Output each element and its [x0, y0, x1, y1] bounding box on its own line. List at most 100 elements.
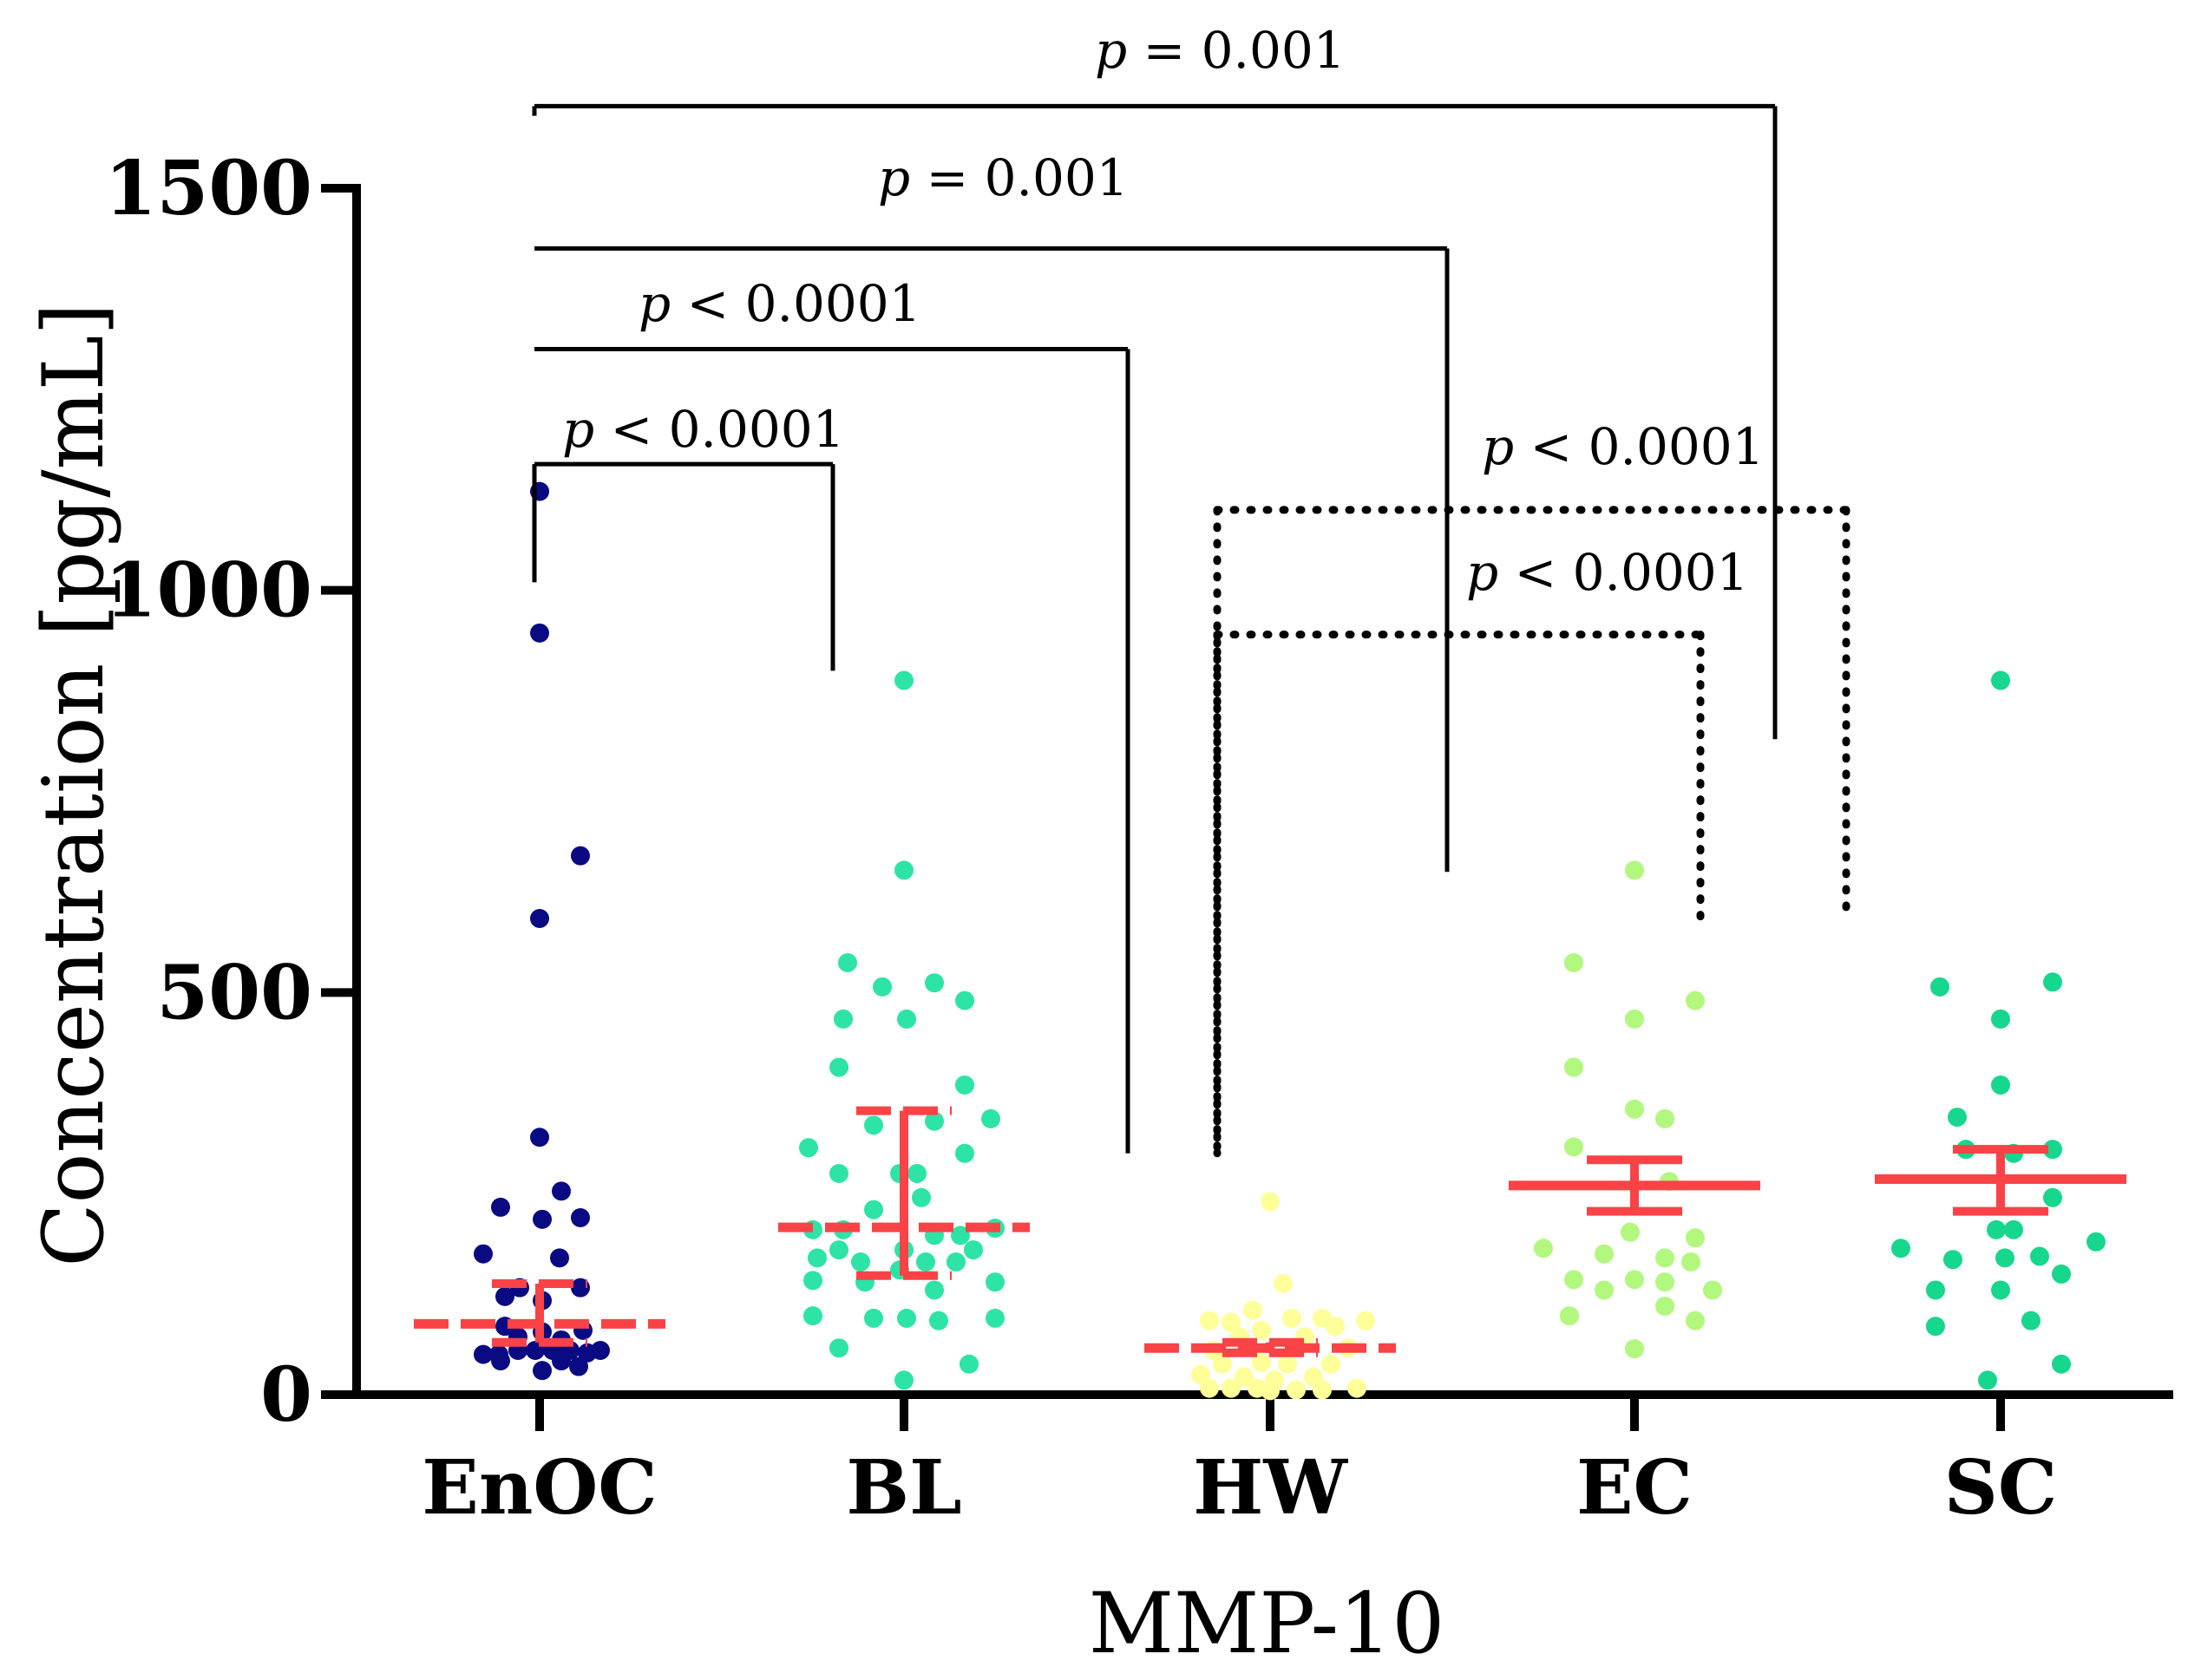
point-HW-22	[1200, 1378, 1219, 1398]
point-EnOC-10	[474, 1244, 493, 1264]
point-BL-2	[838, 953, 857, 973]
point-EC-5	[1625, 1099, 1644, 1119]
p-value-label-2: p < 0.0001	[639, 274, 921, 333]
point-EC-6	[1655, 1108, 1674, 1128]
point-SC-5	[1948, 1108, 1967, 1128]
x-tick-label-HW: HW	[1193, 1444, 1348, 1532]
point-EnOC-11	[571, 1278, 590, 1298]
point-BL-1	[894, 860, 914, 880]
point-EC-21	[1655, 1296, 1674, 1316]
point-EC-4	[1564, 1057, 1583, 1077]
summary-bars	[414, 1106, 2126, 1357]
point-BL-30	[916, 1252, 935, 1271]
x-tick-label-SC: SC	[1944, 1444, 2058, 1532]
point-EC-3	[1625, 1009, 1644, 1029]
point-EnOC-8	[533, 1209, 552, 1229]
point-EC-22	[1686, 1311, 1705, 1330]
point-EnOC-31	[533, 1361, 552, 1381]
point-EC-7	[1564, 1137, 1583, 1157]
point-HW-2	[1243, 1300, 1262, 1320]
point-HW-15	[1252, 1352, 1271, 1372]
point-BL-40	[929, 1311, 948, 1330]
point-EnOC-1	[530, 623, 549, 643]
y-tick-label-0: 0	[260, 1351, 312, 1439]
point-BL-27	[964, 1240, 983, 1260]
point-BL-18	[912, 1187, 931, 1207]
y-ticks: 0 500 1000 1500	[105, 145, 357, 1439]
point-HW-25	[1261, 1381, 1280, 1401]
point-SC-9	[2043, 1187, 2062, 1207]
point-SC-14	[1943, 1250, 1962, 1270]
point-HW-5	[1222, 1312, 1241, 1332]
point-BL-12	[864, 1115, 883, 1135]
point-EC-12	[1595, 1244, 1614, 1264]
point-BL-25	[829, 1240, 848, 1260]
point-EC-13	[1655, 1248, 1674, 1268]
point-EC-9	[1534, 1239, 1553, 1258]
point-BL-23	[951, 1226, 970, 1245]
point-HW-1	[1274, 1274, 1293, 1294]
point-BL-33	[803, 1271, 822, 1291]
x-tick-label-BL: BL	[846, 1444, 961, 1532]
p-value-label-0: p = 0.001	[1095, 21, 1346, 80]
point-EnOC-4	[530, 1128, 549, 1147]
point-SC-23	[1978, 1370, 1997, 1390]
point-BL-11	[981, 1108, 1000, 1128]
x-tick-label-EC: EC	[1576, 1444, 1693, 1532]
point-EC-11	[1686, 1228, 1705, 1248]
point-BL-13	[799, 1138, 818, 1158]
point-HW-3	[1282, 1308, 1301, 1328]
point-SC-19	[1991, 1280, 2010, 1300]
point-BL-41	[986, 1308, 1005, 1328]
point-EC-1	[1564, 953, 1583, 973]
point-HW-28	[1347, 1378, 1366, 1398]
point-BL-17	[907, 1163, 927, 1183]
point-BL-14	[955, 1143, 974, 1163]
point-HW-7	[1356, 1311, 1375, 1330]
p-value-label-1: p = 0.001	[878, 148, 1129, 207]
point-EnOC-5	[552, 1181, 571, 1201]
y-tick-label-500: 500	[156, 949, 312, 1036]
point-SC-18	[1926, 1280, 1945, 1300]
point-SC-2	[2043, 972, 2062, 992]
point-BL-10	[925, 1111, 944, 1131]
point-EC-10	[1621, 1222, 1640, 1242]
point-HW-4	[1200, 1311, 1219, 1330]
point-BL-35	[986, 1272, 1005, 1292]
p-value-label-5: p < 0.0001	[1466, 543, 1749, 602]
point-BL-31	[947, 1252, 966, 1271]
point-EnOC-2	[571, 846, 590, 866]
point-SC-3	[1991, 1009, 2010, 1029]
point-HW-9	[1252, 1320, 1271, 1340]
point-EC-0	[1625, 860, 1644, 880]
point-HW-18	[1191, 1364, 1210, 1384]
point-BL-38	[864, 1308, 883, 1328]
point-BL-44	[894, 1370, 914, 1390]
point-SC-17	[2052, 1264, 2071, 1284]
point-BL-3	[873, 977, 892, 997]
point-EC-14	[1681, 1252, 1700, 1271]
p-value-label-3: p < 0.0001	[562, 400, 845, 459]
point-EnOC-27	[591, 1340, 610, 1360]
point-SC-11	[2004, 1219, 2023, 1239]
point-SC-8	[2043, 1140, 2062, 1160]
point-BL-42	[829, 1338, 848, 1358]
data-points	[474, 481, 2106, 1401]
point-EnOC-13	[495, 1286, 514, 1306]
x-tick-label-EnOC: EnOC	[422, 1444, 657, 1532]
p-value-label-4: p < 0.0001	[1482, 417, 1765, 476]
y-tick-label-1000: 1000	[105, 547, 312, 635]
point-BL-19	[864, 1200, 883, 1219]
point-EnOC-28	[491, 1351, 510, 1371]
point-BL-4	[925, 973, 944, 993]
point-HW-8	[1326, 1317, 1345, 1337]
point-BL-43	[960, 1354, 979, 1374]
point-BL-9	[955, 1075, 974, 1095]
point-HW-14	[1213, 1354, 1232, 1374]
axes	[321, 184, 2173, 1399]
point-EnOC-6	[491, 1197, 510, 1217]
point-HW-23	[1222, 1378, 1241, 1398]
point-BL-5	[955, 990, 974, 1010]
point-BL-36	[925, 1280, 944, 1300]
